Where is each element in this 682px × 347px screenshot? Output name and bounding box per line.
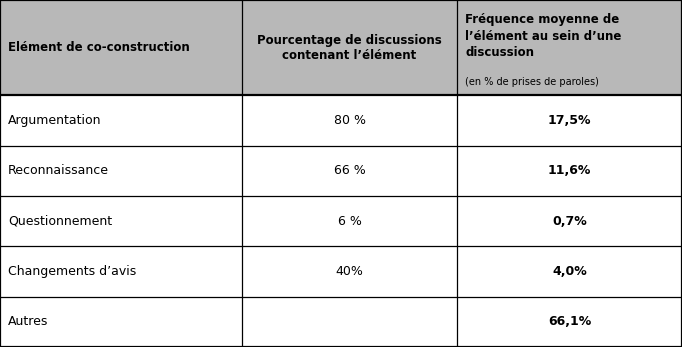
Text: 4,0%: 4,0% [552, 265, 587, 278]
Text: 17,5%: 17,5% [548, 114, 591, 127]
Text: Pourcentage de discussions
contenant l’élément: Pourcentage de discussions contenant l’é… [257, 34, 442, 62]
Bar [0, 146, 242, 196]
Text: Elément de co-construction: Elément de co-construction [8, 41, 190, 54]
Text: Autres: Autres [8, 315, 48, 328]
Text: (en % de prises de paroles): (en % de prises de paroles) [465, 77, 599, 87]
Text: 80 %: 80 % [333, 114, 366, 127]
Bar [0, 0, 242, 95]
Bar [457, 297, 682, 347]
Bar [242, 0, 457, 95]
Text: 40%: 40% [336, 265, 364, 278]
Bar [242, 246, 457, 297]
Text: Fréquence moyenne de
l’élément au sein d’une
discussion: Fréquence moyenne de l’élément au sein d… [465, 13, 621, 59]
Bar [242, 95, 457, 146]
Text: 6 %: 6 % [338, 215, 361, 228]
Bar [0, 196, 242, 246]
Bar [457, 196, 682, 246]
Bar [457, 95, 682, 146]
Text: 66 %: 66 % [333, 164, 366, 177]
Text: Questionnement: Questionnement [8, 215, 113, 228]
Text: Argumentation: Argumentation [8, 114, 102, 127]
Bar [457, 0, 682, 95]
Bar [242, 196, 457, 246]
Text: Reconnaissance: Reconnaissance [8, 164, 109, 177]
Text: 66,1%: 66,1% [548, 315, 591, 328]
Bar [0, 297, 242, 347]
Bar [0, 246, 242, 297]
Bar [0, 95, 242, 146]
Text: 0,7%: 0,7% [552, 215, 587, 228]
Text: 11,6%: 11,6% [548, 164, 591, 177]
Bar [242, 146, 457, 196]
Bar [457, 246, 682, 297]
Text: Changements d’avis: Changements d’avis [8, 265, 136, 278]
Bar [242, 297, 457, 347]
Bar [457, 146, 682, 196]
